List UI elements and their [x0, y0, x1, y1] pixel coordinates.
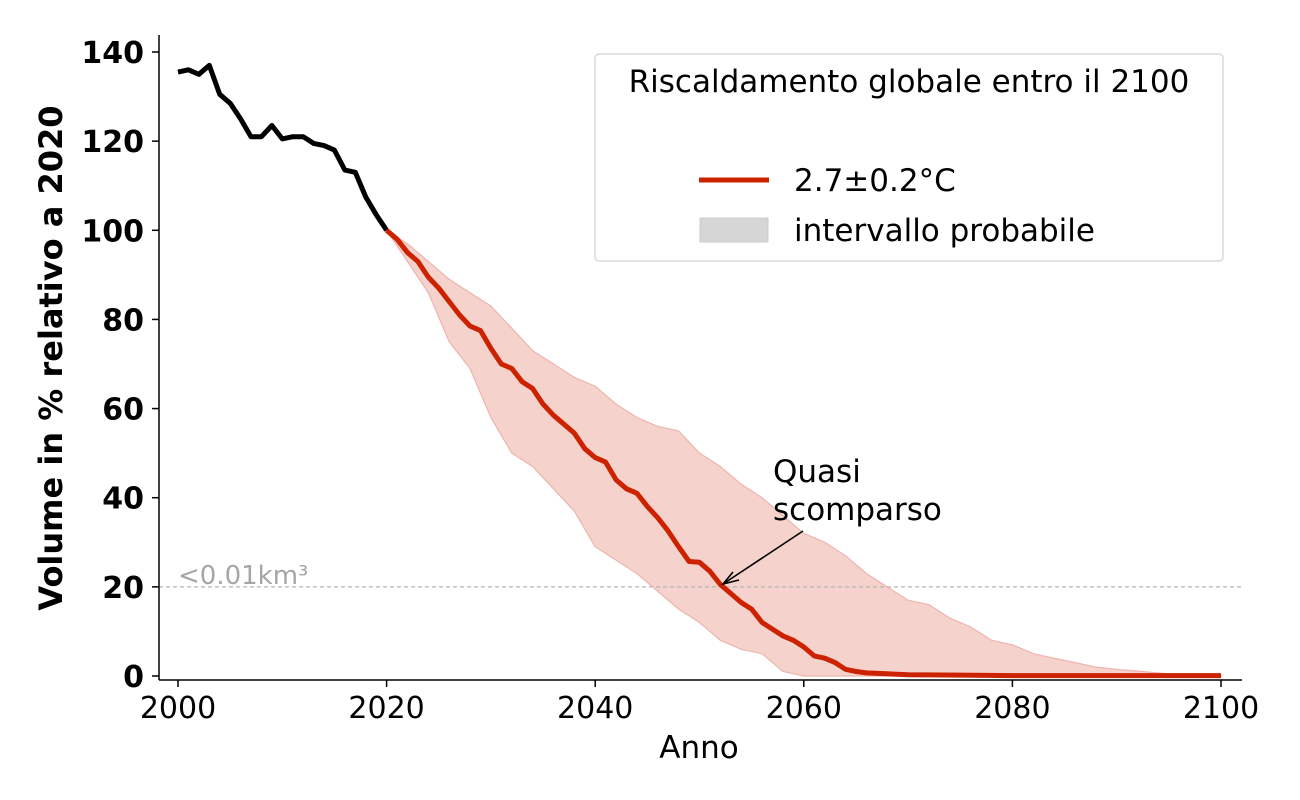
y-tick-label: 0 — [123, 660, 144, 695]
x-tick-label: 2060 — [766, 691, 842, 726]
x-tick-label: 2080 — [974, 691, 1050, 726]
series-layer — [177, 62, 1221, 679]
annotation-arrow-shaft — [722, 530, 804, 585]
y-ticks: 0 20 40 60 80 100 120 140 — [81, 36, 159, 695]
scenario-series-line — [384, 228, 1221, 679]
legend-entry-scenario: 2.7±0.2°C — [794, 163, 956, 199]
y-tick-label: 20 — [102, 571, 144, 606]
y-tick-label: 40 — [102, 482, 144, 517]
y-tick-label: 60 — [102, 393, 144, 428]
legend: Riscaldamento globale entro il 2100 2.7±… — [594, 53, 1224, 262]
y-tick-label: 100 — [81, 214, 144, 249]
x-tick-label: 2040 — [557, 691, 633, 726]
x-axis-label: Anno — [659, 730, 738, 766]
reference-line-label: <0.01km³ — [178, 561, 308, 591]
y-tick-label: 80 — [102, 303, 144, 338]
y-tick-label: 120 — [81, 125, 144, 160]
annotation-text-line-1: Quasi — [773, 454, 861, 490]
x-tick-label: 2000 — [140, 691, 216, 726]
annotation-arrowhead — [720, 571, 740, 586]
legend-frame — [594, 53, 1224, 262]
y-tick-label: 140 — [81, 36, 144, 71]
legend-patch-swatch — [699, 217, 769, 243]
y-axis-label: Volume in % relativo a 2020 — [32, 105, 70, 610]
observed-series-line — [177, 62, 389, 232]
legend-entry-range: intervallo probabile — [794, 213, 1095, 249]
x-ticks: 2000 2020 2040 2060 2080 2100 — [140, 680, 1259, 726]
x-tick-label: 2100 — [1183, 691, 1259, 726]
annotation: Quasi scomparso — [720, 454, 942, 586]
annotation-text-line-2: scomparso — [773, 492, 942, 528]
legend-title: Riscaldamento globale entro il 2100 — [629, 64, 1190, 100]
x-tick-label: 2020 — [348, 691, 424, 726]
